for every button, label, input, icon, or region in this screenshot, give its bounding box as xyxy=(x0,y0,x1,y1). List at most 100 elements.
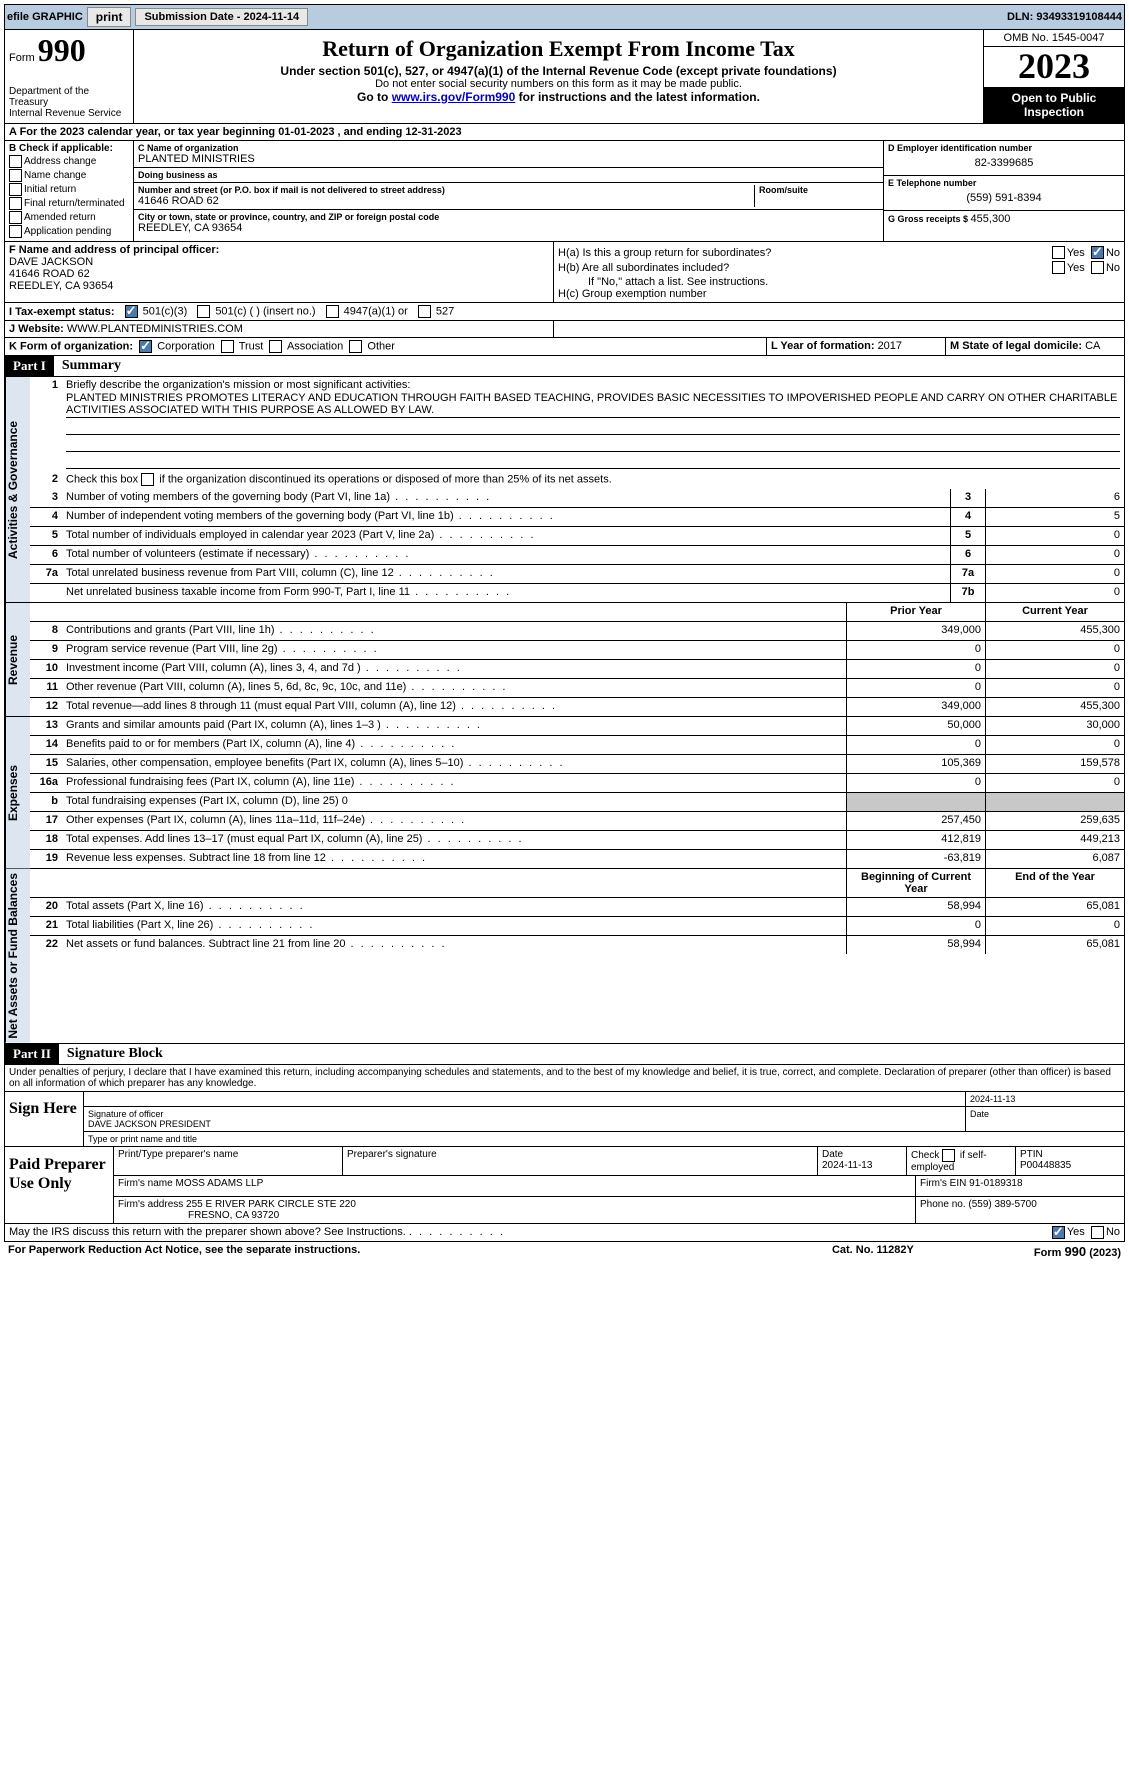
line-desc: Net assets or fund balances. Subtract li… xyxy=(62,936,846,954)
line-box: 7b xyxy=(950,584,985,602)
check-amended-return[interactable]: Amended return xyxy=(9,211,129,224)
discuss-text: May the IRS discuss this return with the… xyxy=(9,1226,1052,1238)
website-label: J Website: xyxy=(9,323,67,335)
line-num: 22 xyxy=(30,936,62,954)
4947-checkbox[interactable] xyxy=(326,305,339,318)
check-address-change[interactable]: Address change xyxy=(9,155,129,168)
firm-name: MOSS ADAMS LLP xyxy=(175,1178,263,1189)
sign-here-table: Sign Here 2024-11-13 Signature of office… xyxy=(5,1091,1124,1146)
line2-checkbox[interactable] xyxy=(141,473,154,486)
table-row: 17 Other expenses (Part IX, column (A), … xyxy=(30,812,1124,831)
line-num: 4 xyxy=(30,508,62,526)
line-num: 5 xyxy=(30,527,62,545)
ha-yes-checkbox[interactable] xyxy=(1052,246,1065,259)
line-num: 9 xyxy=(30,641,62,659)
self-employed-checkbox[interactable] xyxy=(942,1149,955,1162)
vtab-revenue: Revenue xyxy=(5,603,30,716)
hb-no-checkbox[interactable] xyxy=(1091,261,1104,274)
line-desc: Total revenue—add lines 8 through 11 (mu… xyxy=(62,698,846,716)
corp-checkbox[interactable] xyxy=(139,340,152,353)
firm-addr-label: Firm's address xyxy=(118,1199,186,1210)
527-checkbox[interactable] xyxy=(418,305,431,318)
revenue-table: Revenue Prior Year Current Year 8 Contri… xyxy=(4,603,1125,717)
prior-value: 0 xyxy=(846,641,985,659)
irs-link[interactable]: www.irs.gov/Form990 xyxy=(392,90,516,104)
table-row: 21 Total liabilities (Part X, line 26) 0… xyxy=(30,917,1124,936)
line-num: 19 xyxy=(30,850,62,868)
line-num: 14 xyxy=(30,736,62,754)
table-row: 13 Grants and similar amounts paid (Part… xyxy=(30,717,1124,736)
firm-ein-label: Firm's EIN xyxy=(920,1178,969,1189)
line-desc: Investment income (Part VIII, column (A)… xyxy=(62,660,846,678)
sign-here-label: Sign Here xyxy=(5,1092,84,1146)
line-box: 6 xyxy=(950,546,985,564)
gross-receipts: 455,300 xyxy=(971,213,1011,225)
line-value: 0 xyxy=(985,546,1124,564)
part-i-tag: Part I xyxy=(5,356,54,376)
line-box: 7a xyxy=(950,565,985,583)
firm-ein: 91-0189318 xyxy=(969,1178,1022,1189)
current-value: 0 xyxy=(985,641,1124,659)
line-num: 7a xyxy=(30,565,62,583)
line-num xyxy=(30,584,62,602)
line-box: 3 xyxy=(950,489,985,507)
form-title-block: Return of Organization Exempt From Incom… xyxy=(134,30,983,123)
table-row: 12 Total revenue—add lines 8 through 11 … xyxy=(30,698,1124,716)
inspection-notice: Open to Public Inspection xyxy=(984,87,1124,123)
efile-label: efile GRAPHIC xyxy=(7,11,83,23)
check-application-pending[interactable]: Application pending xyxy=(9,225,129,238)
vtab-netassets: Net Assets or Fund Balances xyxy=(5,869,30,1043)
prior-value: 0 xyxy=(846,774,985,792)
current-value: 0 xyxy=(985,660,1124,678)
ha-no-checkbox[interactable] xyxy=(1091,246,1104,259)
assoc-checkbox[interactable] xyxy=(269,340,282,353)
dln: DLN: 93493319108444 xyxy=(1007,11,1122,23)
begin-value: 58,994 xyxy=(846,936,985,954)
sig-officer-label: Signature of officer xyxy=(88,1109,961,1119)
firm-name-label: Firm's name xyxy=(118,1178,175,1189)
check-final-return[interactable]: Final return/terminated xyxy=(9,197,129,210)
form-header: Form 990 Department of the Treasury Inte… xyxy=(4,30,1125,124)
box-d-ein: D Employer identification number 82-3399… xyxy=(883,141,1124,241)
line-num: 20 xyxy=(30,898,62,916)
hb-yes-checkbox[interactable] xyxy=(1052,261,1065,274)
501c3-checkbox[interactable] xyxy=(125,305,138,318)
print-button[interactable]: print xyxy=(87,7,132,27)
table-row: 15 Salaries, other compensation, employe… xyxy=(30,755,1124,774)
line-value: 0 xyxy=(985,527,1124,545)
form-number: 990 xyxy=(38,32,86,68)
current-year-header: Current Year xyxy=(985,603,1124,621)
k-label: K Form of organization: xyxy=(9,340,133,352)
ptin-value: P00448835 xyxy=(1020,1160,1120,1171)
discuss-no-checkbox[interactable] xyxy=(1091,1226,1104,1239)
check-name-change[interactable]: Name change xyxy=(9,169,129,182)
discuss-row: May the IRS discuss this return with the… xyxy=(4,1224,1125,1242)
other-checkbox[interactable] xyxy=(349,340,362,353)
table-row: 14 Benefits paid to or for members (Part… xyxy=(30,736,1124,755)
prior-year-header: Prior Year xyxy=(846,603,985,621)
table-row: 7a Total unrelated business revenue from… xyxy=(30,565,1124,584)
hb-label: H(b) Are all subordinates included? xyxy=(558,262,1052,274)
table-row: 5 Total number of individuals employed i… xyxy=(30,527,1124,546)
line-desc: Number of voting members of the governin… xyxy=(62,489,950,507)
tax-status-label: I Tax-exempt status: xyxy=(9,306,115,318)
prior-value: 0 xyxy=(846,679,985,697)
table-row: b Total fundraising expenses (Part IX, c… xyxy=(30,793,1124,812)
discuss-yes-checkbox[interactable] xyxy=(1052,1226,1065,1239)
end-value: 65,081 xyxy=(985,898,1124,916)
ein-value: 82-3399685 xyxy=(888,153,1120,173)
form-org-row: K Form of organization: Corporation Trus… xyxy=(4,338,1125,356)
net-assets-table: Net Assets or Fund Balances Beginning of… xyxy=(4,869,1125,1044)
vtab-expenses: Expenses xyxy=(5,717,30,868)
ha-label: H(a) Is this a group return for subordin… xyxy=(558,247,1052,259)
line-desc: Total number of individuals employed in … xyxy=(62,527,950,545)
current-value: 6,087 xyxy=(985,850,1124,868)
footer: For Paperwork Reduction Act Notice, see … xyxy=(4,1242,1125,1261)
officer-group-section: F Name and address of principal officer:… xyxy=(4,242,1125,303)
line-desc: Total expenses. Add lines 13–17 (must eq… xyxy=(62,831,846,849)
prior-value: 349,000 xyxy=(846,698,985,716)
hb-note: If "No," attach a list. See instructions… xyxy=(558,276,1120,288)
trust-checkbox[interactable] xyxy=(221,340,234,353)
501c-checkbox[interactable] xyxy=(197,305,210,318)
check-initial-return[interactable]: Initial return xyxy=(9,183,129,196)
